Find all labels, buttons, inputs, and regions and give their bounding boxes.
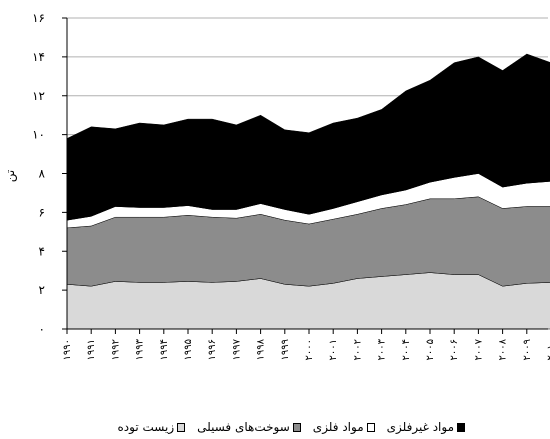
x-tick-label: ۱۹۹۷ <box>231 338 242 360</box>
x-tick-label: ۲۰۰۰ <box>304 339 315 360</box>
x-tick-labels: ۱۹۹۰ ۱۹۹۱ ۱۹۹۲ ۱۹۹۳ ۱۹۹۴ ۱۹۹۵ ۱۹۹۶ ۱۹۹۷ ۱۹۹۸ ۱۹۹۹… <box>62 338 550 360</box>
area-3 <box>66 53 550 221</box>
legend-label-fossil: سوخت‌های فسیلی <box>197 420 290 434</box>
y-tick-label: ۱۲ <box>32 89 45 103</box>
x-tick-label: ۱۹۹۹ <box>280 339 291 360</box>
legend-label-biomass: زیست توده <box>117 420 175 434</box>
x-tick-label: ۲۰۰۹ <box>522 339 533 360</box>
x-tick-label: ۱۹۹۲ <box>110 339 121 360</box>
x-tick-label: ۱۹۹۳ <box>135 338 146 360</box>
axes <box>62 17 548 334</box>
x-tick-label: ۱۹۹۵ <box>183 339 194 360</box>
legend-swatch-fossil <box>292 422 301 432</box>
legend-swatch-nonmetallic <box>457 422 465 432</box>
x-tick-label: ۲۰۰۳ <box>377 338 388 360</box>
legend-item-biomass: زیست توده <box>118 420 186 434</box>
x-tick-label: ۲۰۰۲ <box>352 339 363 360</box>
legend: مواد غیرفلزی مواد فلزی سوخت‌های فسیلی زی… <box>85 419 465 435</box>
y-tick-label: ۸ <box>39 167 46 181</box>
legend-item-fossil: سوخت‌های فسیلی <box>197 420 301 434</box>
y-tick-label: ۴ <box>39 244 45 258</box>
y-tick-label: ۱۰ <box>32 128 45 142</box>
x-tick-label: ۱۹۹۱ <box>86 339 97 360</box>
x-tick-label: ۲۰۰۷ <box>473 338 484 360</box>
x-tick-label: ۱۹۹۰ <box>62 339 73 360</box>
x-tick-label: ۲۰۰۶ <box>449 339 460 360</box>
legend-item-metallic: مواد فلزی <box>313 420 375 434</box>
x-tick-label: ۲۰۰۱ <box>328 339 339 360</box>
legend-item-nonmetallic: مواد غیرفلزی <box>387 420 465 434</box>
x-tick-label: ۲۰۰۸ <box>498 338 509 360</box>
y-tick-label: ۱۴ <box>32 50 45 64</box>
y-tick-labels: ۰ ۲ ۴ ۶ ۸ ۱۰ ۱۲ ۱۴ ۱۶ <box>32 11 45 336</box>
legend-label-metallic: مواد فلزی <box>312 420 364 434</box>
y-axis-label: تن <box>3 170 18 182</box>
x-tick-label: ۱۹۹۶ <box>207 339 218 360</box>
x-tick-label: ۱۹۹۸ <box>256 338 267 360</box>
y-tick-label: ۲ <box>39 283 45 297</box>
y-tick-label: ۱۶ <box>32 11 45 25</box>
y-tick-label: ۶ <box>39 205 45 219</box>
y-tick-label: ۰ <box>39 322 45 336</box>
x-tick-label: ۲۰۱۰ <box>546 339 550 360</box>
legend-swatch-metallic <box>366 422 375 432</box>
x-tick-label: ۱۹۹۴ <box>159 339 170 360</box>
x-tick-label: ۲۰۰۵ <box>425 339 436 360</box>
legend-swatch-biomass <box>177 422 186 432</box>
legend-label-nonmetallic: مواد غیرفلزی <box>386 420 454 434</box>
area-series <box>66 53 550 330</box>
x-tick-label: ۲۰۰۴ <box>401 339 412 360</box>
